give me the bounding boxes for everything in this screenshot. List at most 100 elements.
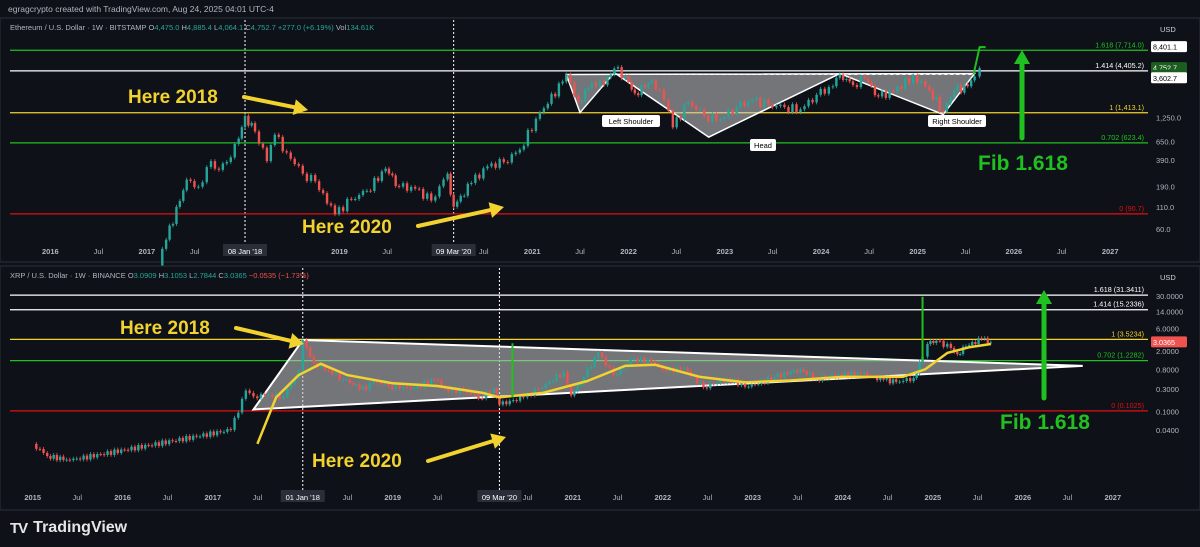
candle-body	[586, 368, 589, 377]
candle-body	[632, 358, 636, 360]
candle-body	[175, 206, 178, 224]
candle-body	[237, 412, 240, 418]
candle-body	[608, 365, 611, 368]
annotation-arrow-2018-shaft	[234, 326, 293, 343]
candle-body	[221, 163, 225, 170]
candle-body	[495, 388, 498, 397]
candle-body	[380, 171, 384, 181]
candle-body	[193, 180, 196, 188]
legend-change: +277.0 (+6.19%)	[278, 23, 334, 32]
candle-body	[430, 193, 433, 201]
candle-body	[450, 389, 454, 392]
candle-body	[305, 173, 309, 181]
candle-body	[679, 117, 682, 120]
price-tag	[1151, 72, 1187, 84]
candle-body	[387, 168, 391, 174]
candle-body	[969, 80, 973, 87]
candle-body	[537, 388, 540, 390]
legend-symbol: XRP / U.S. Dollar · 1W · BINANCE	[10, 271, 126, 280]
candle-body	[600, 352, 604, 358]
candle-body	[888, 378, 892, 384]
candle-body	[452, 194, 455, 207]
x-tick-label: Jul	[793, 493, 803, 502]
candle-body	[508, 400, 511, 405]
candle-body	[802, 369, 805, 372]
candle-body	[892, 90, 895, 92]
x-tick-label: Jul	[343, 493, 353, 502]
annotation-fib-target: Fib 1.618	[1000, 411, 1090, 434]
candle-body	[202, 433, 205, 437]
candle-body	[551, 380, 555, 382]
candle-body	[548, 381, 551, 384]
candle-body	[181, 437, 185, 442]
candle-body	[75, 458, 78, 460]
candle-body	[526, 130, 530, 146]
candle-body	[770, 377, 773, 381]
candle-body	[953, 90, 956, 97]
annotation-fib-target: Fib 1.618	[978, 152, 1068, 175]
annotation-arrow-2020-head	[488, 202, 504, 218]
candle-body	[46, 452, 49, 457]
candle-body	[305, 340, 308, 348]
candle-body	[850, 371, 853, 377]
legend: Ethereum / U.S. Dollar · 1W · BITSTAMP O…	[10, 23, 374, 32]
candle-body	[229, 429, 233, 431]
candle-body	[792, 370, 796, 373]
candle-body	[705, 387, 709, 389]
candle-body	[147, 444, 150, 446]
candle-body	[945, 103, 949, 112]
candle-body	[442, 179, 445, 187]
candle-body	[843, 372, 847, 376]
x-tick-label: Jul	[671, 247, 681, 256]
candle-body	[576, 385, 579, 391]
x-tick-label: Jul	[433, 493, 443, 502]
candle-body	[38, 448, 42, 450]
candle-body	[201, 182, 204, 187]
candle-body	[426, 381, 429, 385]
candle-body	[904, 77, 907, 89]
candle-body	[412, 388, 416, 390]
candle-body	[640, 84, 643, 96]
candle-body	[675, 117, 678, 128]
candle-body	[248, 390, 251, 393]
candle-body	[819, 88, 822, 95]
fib-level-label: 1.414 (15.2336)	[1093, 300, 1144, 309]
candle-body	[619, 368, 622, 375]
candle-body	[873, 85, 877, 96]
candle-body	[699, 381, 702, 384]
candle-body	[964, 346, 968, 348]
date-marker-box	[431, 244, 476, 256]
candle-body	[229, 157, 232, 162]
candle-body	[534, 118, 538, 131]
candle-body	[429, 379, 433, 385]
candle-body	[312, 356, 316, 363]
candle-body	[62, 456, 65, 460]
candle-body	[417, 188, 421, 190]
candle-body	[319, 365, 323, 368]
candle-body	[606, 77, 609, 86]
candle-body	[150, 445, 154, 447]
candle-body	[447, 388, 450, 392]
legend-high: 3.1053	[164, 271, 187, 280]
candle-body	[482, 168, 485, 179]
candle-body	[237, 138, 240, 144]
candle-body	[358, 384, 361, 390]
candle-body	[106, 451, 109, 455]
candle-body	[853, 371, 856, 376]
credit-line: egragcrypto created with TradingView.com…	[8, 4, 274, 14]
candle-body	[154, 442, 157, 446]
candle-body	[309, 175, 313, 181]
candle-body	[372, 380, 375, 384]
candle-body	[627, 76, 630, 82]
candle-body	[512, 400, 515, 402]
candle-body	[120, 449, 123, 454]
candle-body	[501, 401, 505, 405]
candle-body	[438, 186, 441, 197]
x-tick-label: Jul	[190, 247, 200, 256]
fib-level-label: 0 (0.1025)	[1111, 401, 1144, 410]
candle-body	[321, 190, 325, 194]
candle-body	[877, 95, 880, 97]
candle-body	[164, 239, 168, 249]
candle-body	[908, 378, 912, 382]
candle-body	[140, 445, 143, 449]
